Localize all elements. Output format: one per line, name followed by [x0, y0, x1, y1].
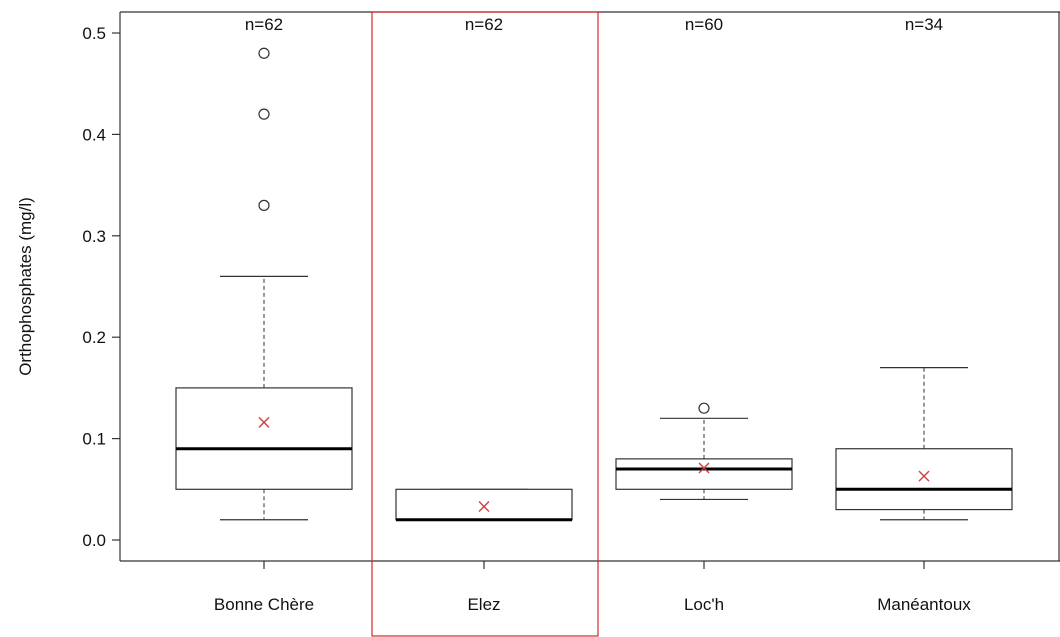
mean-marker — [918, 470, 930, 482]
mean-marker — [258, 416, 270, 428]
mean-marker — [478, 501, 490, 513]
box-iqr — [615, 458, 793, 490]
box-iqr — [175, 387, 353, 490]
x-tick-label: Bonne Chère — [214, 595, 314, 614]
count-label: n=62 — [245, 15, 283, 34]
outlier-point — [258, 199, 270, 211]
y-tick-label: 0.3 — [82, 227, 106, 246]
highlight-frame — [371, 11, 599, 637]
y-tick-label: 0.1 — [82, 430, 106, 449]
y-tick-label: 0.4 — [82, 125, 106, 144]
count-label: n=34 — [905, 15, 943, 34]
x-tick-label: Elez — [467, 595, 500, 614]
x-tick-label: Manéantoux — [877, 595, 971, 614]
box-iqr — [835, 448, 1013, 511]
outlier-point — [698, 402, 710, 414]
x-tick-label: Loc'h — [684, 595, 724, 614]
count-label: n=62 — [465, 15, 503, 34]
y-tick-label: 0.0 — [82, 531, 106, 550]
y-tick-label: 0.5 — [82, 24, 106, 43]
y-tick-label: 0.2 — [82, 328, 106, 347]
outlier-point — [258, 108, 270, 120]
box-iqr — [395, 488, 573, 521]
outlier-point — [258, 47, 270, 59]
mean-marker — [698, 462, 710, 474]
y-axis-label: Orthophosphates (mg/l) — [16, 197, 35, 376]
count-label: n=60 — [685, 15, 723, 34]
